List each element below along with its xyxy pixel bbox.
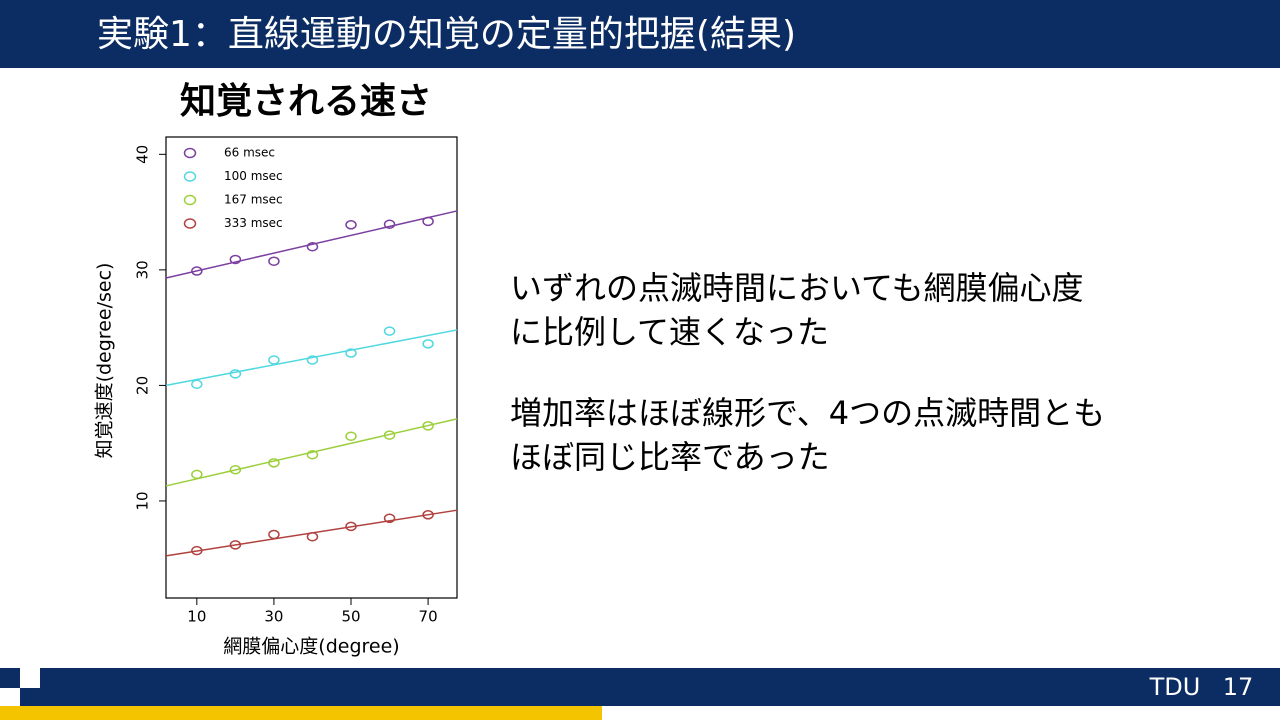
chart-title: 知覚される速さ	[180, 81, 432, 122]
point	[191, 266, 203, 276]
x-tick-label: 30	[264, 608, 283, 626]
point	[345, 348, 357, 358]
y-tick-label: 30	[134, 260, 152, 279]
footer-accent	[0, 706, 602, 720]
chart: 10 30 50 70 10 20 30 40 網膜偏心度(degree) 知覚速度(degree…	[94, 136, 458, 658]
body-text: いずれの点滅時間においても網膜偏心度に比例して速くなった増加率はほぼ線形で、4つ…	[510, 269, 1105, 476]
x-tick-label: 50	[341, 608, 360, 626]
point	[306, 449, 319, 460]
point	[191, 545, 203, 556]
point	[191, 379, 203, 390]
body-line: に比例して速くなった	[510, 313, 829, 351]
legend-marker	[183, 147, 197, 159]
point	[306, 355, 319, 365]
footer-bar	[40, 668, 1280, 706]
point	[383, 219, 396, 229]
y-tick-label: 40	[134, 145, 152, 164]
legend-marker	[183, 218, 197, 229]
plot-frame	[165, 136, 458, 599]
point	[268, 355, 280, 365]
legend-marker	[183, 171, 197, 182]
point	[268, 529, 280, 540]
legend-marker	[183, 194, 197, 206]
body-line: ほぼ同じ比率であった	[510, 438, 830, 476]
point	[422, 421, 434, 431]
x-tick-label: 10	[187, 608, 206, 626]
legend-label: 66 msec	[224, 146, 275, 160]
point	[306, 242, 319, 252]
fit-line	[165, 418, 458, 487]
y-axis-label: 知覚速度(degree/sec)	[94, 263, 116, 459]
point	[345, 431, 357, 441]
footer-square	[20, 688, 40, 706]
point	[422, 216, 434, 227]
x-tick-label: 70	[419, 608, 438, 626]
point	[345, 521, 357, 532]
x-axis-label: 網膜偏心度(degree)	[223, 636, 399, 658]
point	[268, 256, 280, 266]
point	[345, 220, 357, 230]
footer-label: TDU	[1149, 673, 1201, 701]
point	[229, 465, 242, 475]
fit-line	[165, 329, 458, 387]
legend-label: 333 msec	[224, 216, 283, 230]
point	[422, 510, 434, 520]
body-line: いずれの点滅時間においても網膜偏心度	[510, 269, 1083, 307]
fit-line	[165, 210, 458, 279]
footer-square	[0, 668, 20, 688]
point	[229, 369, 242, 379]
point	[422, 339, 434, 349]
y-tick-label: 10	[134, 491, 152, 510]
point	[306, 532, 319, 542]
point	[268, 458, 280, 468]
body-line: 増加率はほぼ線形で、4つの点滅時間とも	[510, 394, 1105, 432]
slide-title: 実験1：直線運動の知覚の定量的把握(結果)	[97, 14, 796, 55]
page-number: 17	[1223, 673, 1254, 701]
point	[383, 326, 396, 336]
y-tick-label: 20	[134, 376, 152, 395]
legend-label: 167 msec	[224, 193, 283, 207]
point	[191, 469, 203, 480]
point	[229, 254, 242, 265]
point	[229, 540, 242, 550]
legend-label: 100 msec	[224, 169, 283, 183]
point	[383, 430, 396, 440]
title-bar	[0, 0, 1280, 68]
point	[383, 513, 396, 524]
